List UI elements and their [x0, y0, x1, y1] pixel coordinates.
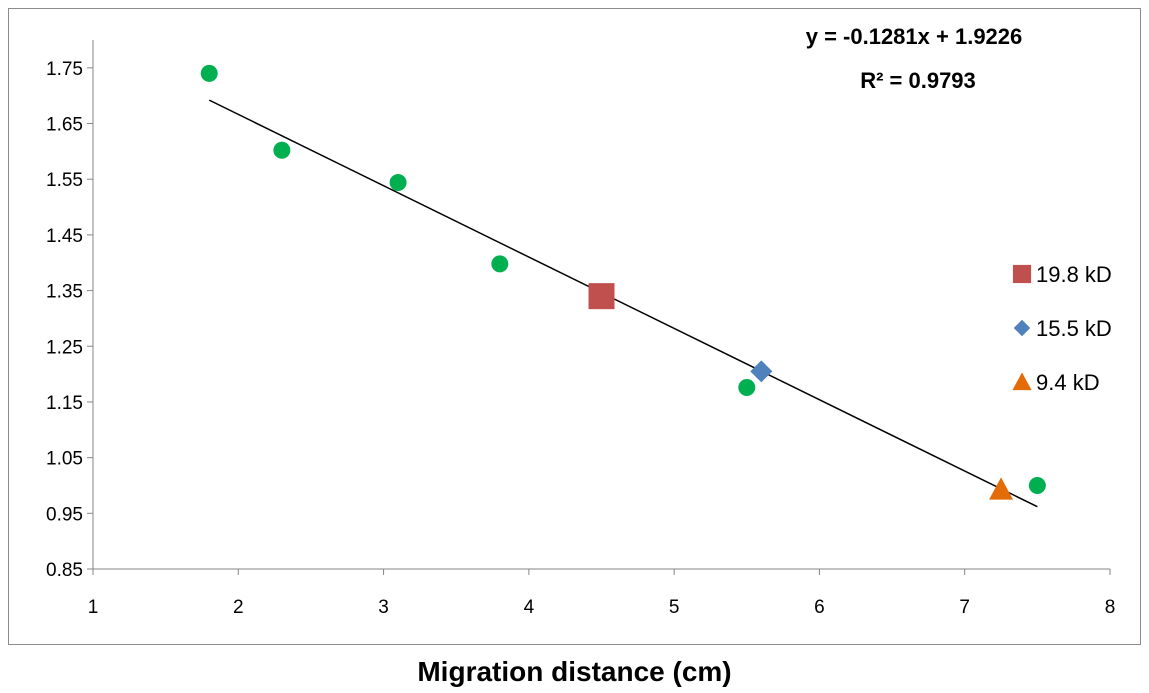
y-tick-label: 1.65: [46, 115, 83, 136]
x-tick-label: 1: [88, 597, 99, 618]
y-tick-label: 1.45: [46, 226, 83, 247]
legend-label: 19.8 kD: [1036, 262, 1112, 287]
equation-annotation: y = -0.1281x + 1.9226 R² = 0.9793: [806, 24, 1023, 93]
legend-marker-diamond: [1013, 319, 1031, 337]
y-tick-label: 0.95: [46, 504, 83, 525]
data-point-circle: [389, 174, 407, 192]
trendline-layer: [208, 99, 1038, 508]
legend-label: 15.5 kD: [1036, 316, 1112, 341]
legend: 19.8 kD 15.5 kD 9.4 kD: [1012, 262, 1112, 395]
y-tick-label: 1.05: [46, 449, 83, 470]
y-tick-label: 0.85: [46, 560, 83, 581]
y-tick-label: 1.55: [46, 170, 83, 191]
scatter-plot: 0.85 0.95 1.05 1.15 1.25 1.35 1.45 1.55 1.65 1.75…: [46, 24, 1115, 618]
x-tick-label: 4: [524, 597, 535, 618]
data-point-circle: [1028, 476, 1046, 494]
x-axis-title: Migration distance (cm): [417, 656, 732, 687]
data-points: [200, 64, 1046, 500]
x-tick-label: 3: [378, 597, 389, 618]
y-tick-label: 1.25: [46, 337, 83, 358]
legend-label: 9.4 kD: [1036, 370, 1100, 395]
x-tick-label: 2: [233, 597, 244, 618]
data-point-circle: [200, 64, 218, 82]
axes: [87, 40, 1111, 575]
y-tick-label: 1.75: [46, 59, 83, 80]
trendline: [208, 99, 1038, 508]
x-tick-label: 6: [814, 597, 825, 618]
data-point-circle: [738, 378, 756, 396]
data-point-circle: [273, 141, 291, 159]
trendline-equation: y = -0.1281x + 1.9226: [806, 24, 1023, 49]
data-point-circle: [491, 255, 509, 273]
y-tick-label: 1.15: [46, 393, 83, 414]
data-point-diamond: [750, 360, 773, 383]
legend-marker-triangle: [1012, 372, 1032, 391]
x-tick-label: 8: [1105, 597, 1116, 618]
x-tick-label: 5: [669, 597, 680, 618]
x-tick-label: 7: [959, 597, 970, 618]
tick-labels: 0.85 0.95 1.05 1.15 1.25 1.35 1.45 1.55 1.65 1.75…: [46, 59, 1115, 618]
data-point-triangle: [989, 477, 1014, 500]
data-point-square: [588, 283, 615, 310]
legend-marker-square: [1012, 264, 1032, 284]
r-squared-value: R² = 0.9793: [860, 68, 976, 93]
chart-frame: [8, 8, 1141, 645]
y-tick-label: 1.35: [46, 282, 83, 303]
